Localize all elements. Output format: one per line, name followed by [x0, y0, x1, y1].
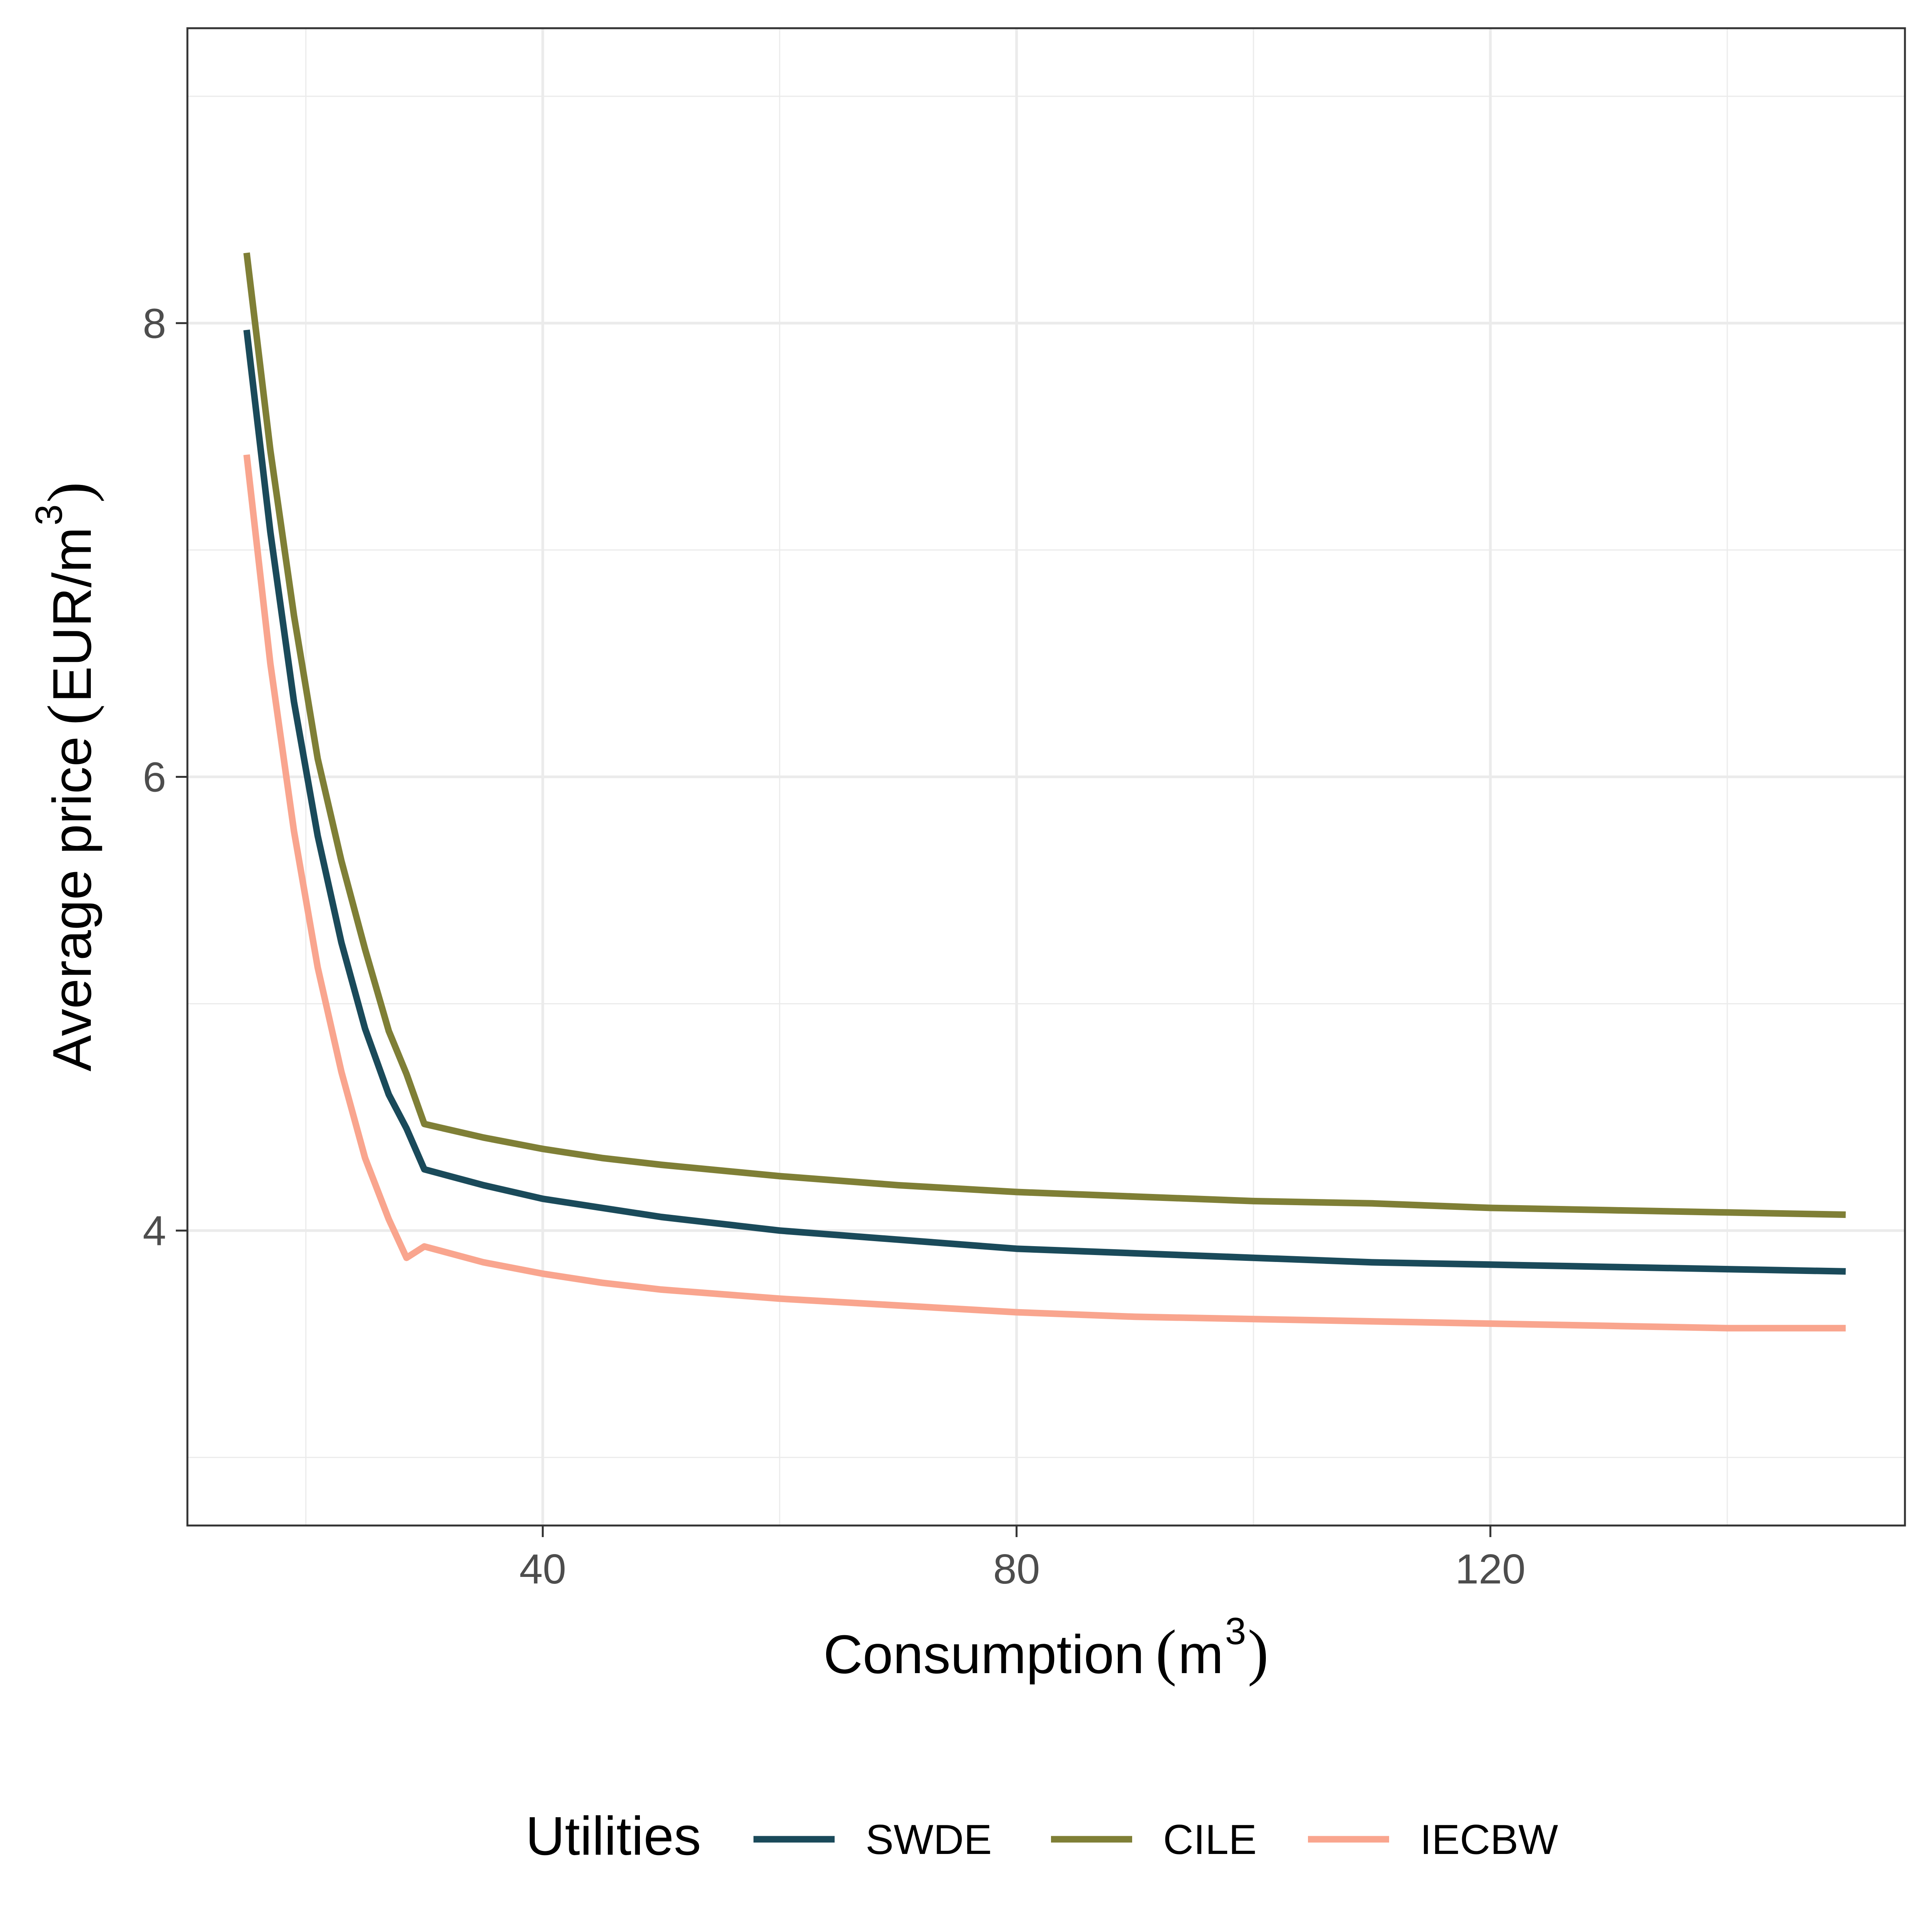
- series-lines: [243, 252, 1846, 1332]
- x-tick-label: 120: [1455, 1546, 1526, 1593]
- legend: Utilities SWDE CILE IECBW: [526, 1805, 1558, 1866]
- legend-label-iecbw: IECBW: [1420, 1816, 1558, 1863]
- y-tick-label: 6: [143, 754, 166, 801]
- legend-label-cile: CILE: [1163, 1816, 1257, 1863]
- x-axis-title: Consumption ( m 3 ): [823, 1610, 1269, 1687]
- x-tick-label: 80: [993, 1546, 1040, 1593]
- major-grid: [187, 28, 1905, 1526]
- series-line-cile: [243, 252, 1846, 1218]
- series-line-swde: [243, 329, 1846, 1275]
- x-axis-ticks: 40 80 120: [519, 1526, 1526, 1593]
- minor-grid: [187, 28, 1905, 1526]
- y-tick-label: 8: [143, 300, 166, 347]
- legend-label-swde: SWDE: [866, 1816, 992, 1863]
- legend-title: Utilities: [526, 1805, 701, 1866]
- y-axis-title: Average price ( EUR/m 3 ): [27, 482, 105, 1071]
- x-tick-label: 40: [519, 1546, 566, 1593]
- y-axis-ticks: 4 6 8: [143, 300, 187, 1255]
- y-tick-label: 4: [143, 1208, 166, 1255]
- series-line-iecbw: [243, 454, 1846, 1332]
